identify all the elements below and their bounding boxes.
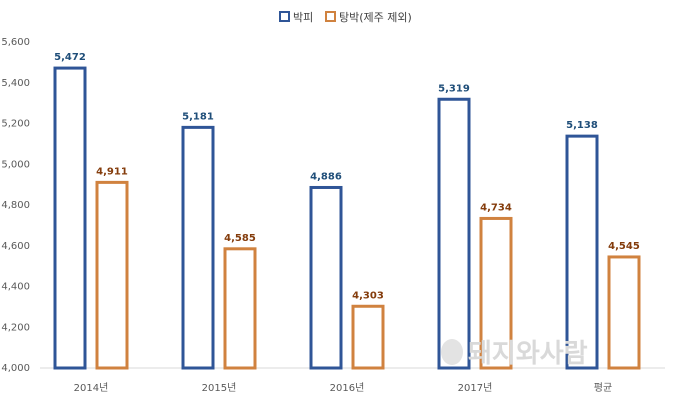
bar-bakpi (181, 125, 215, 370)
x-tick-label: 2016년 (330, 382, 365, 394)
y-tick-label: 5,000 (1, 159, 30, 170)
y-tick-label: 4,200 (1, 322, 30, 333)
data-label-tangbak: 4,911 (96, 166, 128, 177)
data-label-tangbak: 4,734 (480, 202, 512, 213)
data-label-bakpi: 5,181 (182, 111, 214, 122)
bar-tangbak (351, 304, 385, 370)
data-label-bakpi: 5,472 (54, 52, 86, 63)
data-label-tangbak: 4,303 (352, 290, 384, 301)
bars (53, 66, 641, 370)
bar-tangbak (223, 247, 257, 370)
y-tick-label: 4,800 (1, 200, 30, 211)
y-tick-label: 4,400 (1, 282, 30, 293)
data-label-bakpi: 5,319 (438, 83, 470, 94)
bar-bakpi (437, 97, 471, 370)
x-tick-label: 2015년 (202, 382, 237, 394)
legend-swatch-bakpi (279, 11, 290, 22)
legend: 박피 탕박(제주 제외) (279, 11, 412, 24)
bar-tangbak (95, 180, 129, 370)
data-label-bakpi: 5,138 (566, 120, 598, 131)
legend-label-tangbak: 탕박(제주 제외) (339, 11, 412, 24)
value-labels: 5,472 4,911 5,181 4,585 4,886 4,303 5,319 4,734… (54, 52, 640, 301)
bar-tangbak (607, 255, 641, 370)
legend-label-bakpi: 박피 (293, 11, 313, 24)
y-tick-label: 5,200 (1, 119, 30, 130)
y-tick-label: 4,000 (1, 363, 30, 374)
legend-swatch-tangbak (325, 11, 336, 22)
y-tick-label: 5,600 (1, 37, 30, 48)
bar-tangbak (479, 216, 513, 370)
x-tick-label: 평균 (594, 382, 612, 394)
y-axis: 4,000 4,200 4,400 4,600 4,800 5,000 5,200 5,400… (1, 37, 30, 374)
watermark-logo (441, 339, 463, 365)
y-tick-label: 4,600 (1, 241, 30, 252)
data-label-tangbak: 4,545 (608, 241, 640, 252)
watermark-text: 돼지와사람 (468, 339, 588, 369)
bar-bakpi (309, 185, 343, 370)
bar-bakpi (565, 134, 599, 370)
x-tick-label: 2014년 (74, 382, 109, 394)
x-axis: 2014년 2015년 2016년 2017년 평균 (40, 367, 665, 394)
watermark: 돼지와사람 (441, 339, 588, 369)
bar-bakpi (53, 66, 87, 370)
data-label-bakpi: 4,886 (310, 171, 342, 182)
y-tick-label: 5,400 (1, 78, 30, 89)
data-label-tangbak: 4,585 (224, 233, 256, 244)
x-tick-label: 2017년 (458, 382, 493, 394)
